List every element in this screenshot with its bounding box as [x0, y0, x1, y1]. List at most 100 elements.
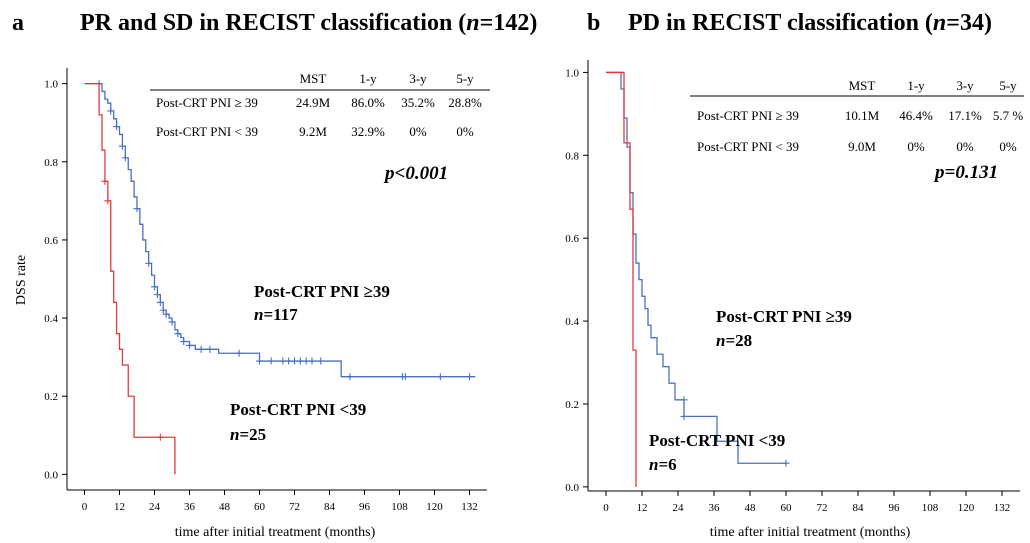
panel-a-series-high-censor-mark — [151, 283, 158, 291]
panel-b-table-header-3y: 3-y — [956, 78, 974, 93]
panel-b-table-row-high-3y: 17.1% — [948, 108, 982, 123]
panel-a-series-high-censor-mark — [466, 373, 473, 381]
panel-b-x-tick-label: 0 — [603, 502, 609, 514]
panel-a-series-high-censor-mark — [156, 298, 164, 306]
panel-a-x-tick-label: 48 — [219, 501, 231, 513]
panel-a-x-tick-label: 24 — [149, 501, 161, 513]
panel-b-table-row-low-5y: 0% — [999, 139, 1017, 154]
panel-b-x-tick-label: 132 — [994, 502, 1011, 514]
panel-b-series-high-censor-mark — [680, 396, 688, 404]
panel-a-series-high-censor-mark — [159, 306, 167, 314]
panel-b-table-row-low-label: Post-CRT PNI < 39 — [697, 139, 799, 154]
panel-b-x-tick-label: 48 — [745, 502, 757, 514]
panel-b-x-axis-label: time after initial treatment (months) — [710, 525, 911, 540]
panel-b-x-tick-label: 24 — [673, 502, 685, 514]
panel-a-series-high-censor-mark — [162, 310, 170, 318]
panel-a-y-tick-label: 1.0 — [44, 79, 58, 91]
panel-a-table-row-low-label: Post-CRT PNI < 39 — [156, 124, 258, 139]
panel-a-table-row-low-1y: 32.9% — [351, 124, 385, 139]
panel-b-x-tick-label: 72 — [817, 502, 828, 514]
panel-a-series-high-censor-mark — [180, 338, 188, 346]
panel-b-table-row-high-mst: 10.1M — [845, 108, 880, 123]
panel-a-annotation-high-n: n=117 — [254, 305, 298, 324]
panel-a-table-row-high-5y: 28.8% — [448, 95, 482, 110]
panel-b-x-tick-label: 36 — [709, 502, 721, 514]
panel-b-table-row-high-label: Post-CRT PNI ≥ 39 — [697, 108, 799, 123]
panel-b-annotation-high-n: n=28 — [716, 331, 752, 350]
panel-b-table-row-low-3y: 0% — [956, 139, 974, 154]
panel-a-series-high-censor-mark — [317, 357, 325, 365]
panel-a-table-header-5y: 5-y — [456, 71, 474, 86]
panel-a-series-low-censor-mark — [101, 177, 109, 185]
panel-a-y-tick-label: 0.8 — [44, 157, 58, 169]
panel-b-title: PD in RECIST classification (n=34) — [628, 10, 992, 36]
panel-a-y-axis-label: DSS rate — [14, 255, 29, 305]
panel-a-series-high-censor-mark — [436, 373, 444, 381]
panel-a-series-high-censor-mark — [186, 341, 193, 349]
panel-a-x-tick-label: 72 — [289, 501, 300, 513]
panel-a-table-header-1y: 1-y — [359, 71, 377, 86]
panel-a-x-axis-label: time after initial treatment (months) — [175, 525, 376, 540]
panel-a-table-row-low-mst: 9.2M — [299, 124, 327, 139]
panel-a-x-tick-label: 108 — [391, 501, 408, 513]
panel-a-annotation-low: Post-CRT PNI <39 — [230, 400, 366, 419]
panel-a-y-tick-label: 0.6 — [44, 235, 58, 247]
panel-b-y-tick-label: 0.0 — [565, 482, 579, 494]
panel-a-annotation-high: Post-CRT PNI ≥39 — [254, 282, 390, 301]
panel-b-y-tick-label: 0.2 — [565, 399, 579, 411]
panel-a-table-row-high-label: Post-CRT PNI ≥ 39 — [156, 95, 258, 110]
panel-b: b PD in RECIST classification (n=34) 0 12… — [565, 10, 1024, 540]
panel-a-table-row-low-3y: 0% — [409, 124, 427, 139]
panel-b-annotation-low: Post-CRT PNI <39 — [649, 431, 785, 450]
panel-a-series-high-censor-mark — [235, 349, 243, 357]
panel-a-x-tick-label: 84 — [324, 501, 336, 513]
panel-b-table-row-low-1y: 0% — [907, 139, 925, 154]
panel-a-annotation-low-n: n=25 — [230, 425, 266, 444]
panel-a-series-low-censor-mark — [104, 197, 112, 205]
panel-b-table-header-mst: MST — [849, 78, 876, 93]
panel-b-series-high-censor-mark — [782, 459, 790, 467]
panel-b-series-high-censor-mark — [680, 412, 688, 420]
panel-b-x-tick-label: 60 — [781, 502, 793, 514]
panel-a-series-high-censor-mark — [121, 154, 129, 162]
panel-a-title: PR and SD in RECIST classification (n=14… — [80, 10, 537, 36]
panel-a-series-high-censor-mark — [133, 205, 141, 213]
panel-a-y-tick-label: 0.0 — [44, 469, 58, 481]
panel-a-series-high-censor-mark — [206, 345, 214, 353]
panel-b-annotation-low-n: n=6 — [649, 455, 677, 474]
panel-a-y-tick-label: 0.4 — [44, 313, 58, 325]
panel-a-series-high-censor-mark — [197, 345, 205, 353]
panel-a-series-high-censor-mark — [296, 357, 304, 365]
panel-b-x-tick-label: 12 — [637, 502, 648, 514]
panel-b-table-header-5y: 5-y — [999, 78, 1017, 93]
panel-a-x-tick-label: 132 — [461, 501, 478, 513]
panel-a-x-tick-label: 96 — [359, 501, 371, 513]
panel-a-series-high-censor-mark — [118, 142, 126, 150]
panel-a-table-row-high-1y: 86.0% — [351, 95, 385, 110]
panel-b-series-low-line — [606, 71, 637, 487]
panel-b-x-tick-label: 120 — [958, 502, 975, 514]
panel-a-series-low-line — [84, 82, 176, 475]
panel-a-series-high-censor-mark — [153, 291, 161, 299]
panel-a-table-header-mst: MST — [300, 71, 327, 86]
panel-b-letter: b — [587, 10, 600, 36]
panel-a-table-row-high-3y: 35.2% — [401, 95, 435, 110]
panel-b-y-tick-label: 0.8 — [565, 150, 579, 162]
panel-b-table-header-1y: 1-y — [907, 78, 925, 93]
panel-a-x-tick-label: 60 — [254, 501, 266, 513]
panel-a-series-high-censor-mark — [113, 123, 121, 131]
panel-a-x-tick-label: 0 — [82, 501, 88, 513]
panel-a: a PR and SD in RECIST classification (n=… — [12, 10, 537, 540]
panel-a-series-high-censor-mark — [346, 373, 354, 381]
panel-a-table-row-low-5y: 0% — [456, 124, 474, 139]
panel-a-x-tick-label: 36 — [184, 501, 196, 513]
panel-b-p-value: p=0.131 — [933, 162, 998, 183]
panel-b-table-row-high-1y: 46.4% — [899, 108, 933, 123]
panel-a-series-high-censor-mark — [107, 107, 115, 115]
panel-a-series-high-censor-mark — [308, 357, 316, 365]
panel-a-letter: a — [12, 10, 24, 36]
panel-a-p-value: p<0.001 — [383, 163, 448, 184]
panel-a-series-high-censor-mark — [168, 318, 176, 326]
panel-b-annotation-high: Post-CRT PNI ≥39 — [716, 307, 852, 326]
